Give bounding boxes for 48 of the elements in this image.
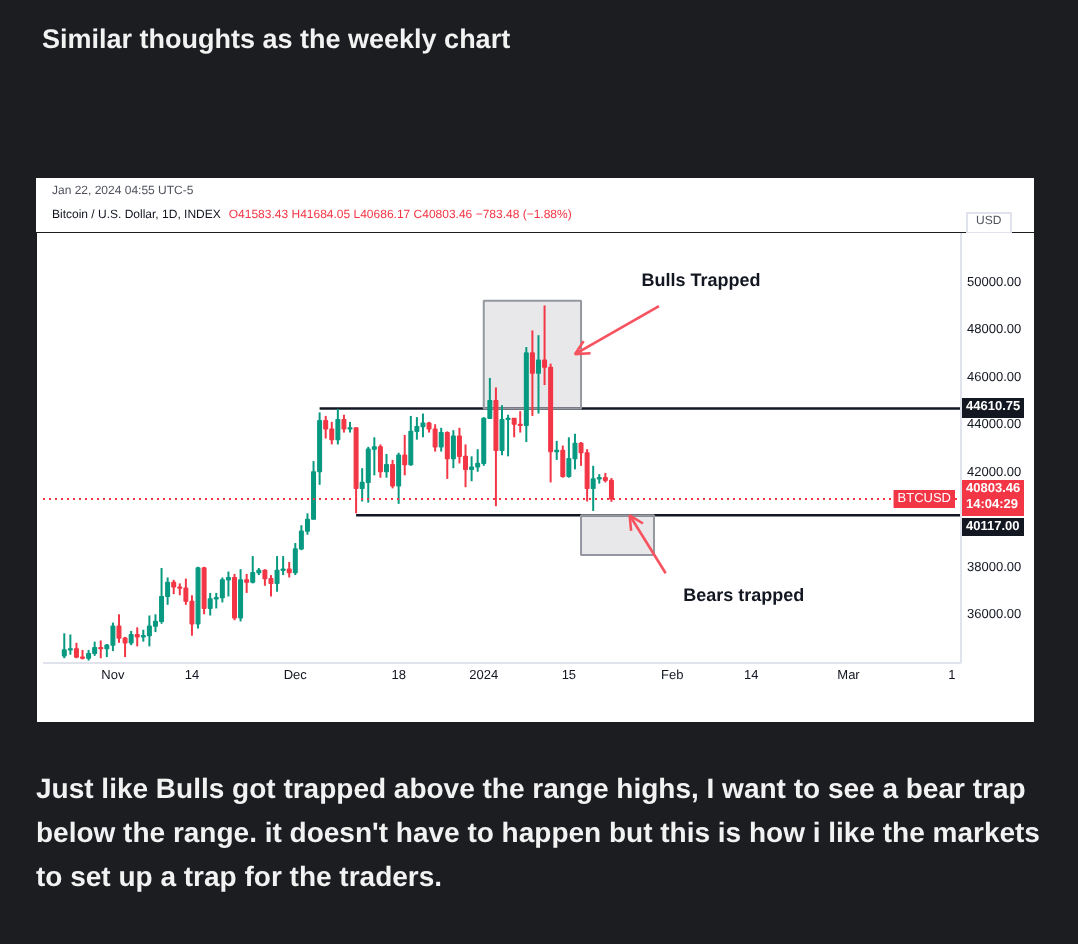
candlestick bbox=[390, 458, 396, 490]
candlestick bbox=[469, 455, 475, 483]
candlestick bbox=[61, 632, 67, 660]
candlestick bbox=[529, 329, 535, 417]
candlestick bbox=[134, 626, 140, 648]
candlestick bbox=[396, 451, 402, 505]
candlestick bbox=[554, 439, 560, 461]
candlestick bbox=[335, 407, 341, 446]
candlestick bbox=[511, 417, 517, 439]
candlestick bbox=[225, 570, 231, 598]
candlestick bbox=[572, 432, 578, 471]
candlestick bbox=[244, 572, 250, 594]
candlestick bbox=[566, 436, 572, 479]
candlestick bbox=[207, 591, 213, 617]
annotation: Bears trapped bbox=[683, 585, 805, 606]
candlestick bbox=[365, 445, 371, 504]
candlestick bbox=[323, 414, 329, 440]
candlestick bbox=[238, 568, 244, 623]
candlestick bbox=[232, 572, 237, 622]
candlestick bbox=[110, 621, 116, 653]
candlestick bbox=[438, 426, 444, 453]
candlestick bbox=[201, 565, 207, 616]
candlestick bbox=[377, 443, 383, 479]
candlestick bbox=[250, 555, 256, 585]
candlestick bbox=[450, 429, 456, 470]
candlestick bbox=[408, 414, 414, 467]
candlestick bbox=[420, 412, 426, 439]
candlestick bbox=[560, 444, 566, 479]
candlestick bbox=[505, 413, 511, 458]
text: Just like Bulls got trapped above the range highs, I want to see a bear trap below the range. it doesn't have to happen but this is how i like the markets to set up a trap for the traders. bbox=[36, 770, 1042, 896]
candlestick bbox=[268, 574, 274, 598]
candlestick bbox=[67, 633, 73, 656]
candlestick bbox=[274, 555, 280, 593]
candlestick bbox=[402, 433, 408, 477]
candlestick bbox=[535, 334, 541, 415]
candlestick bbox=[329, 420, 335, 446]
candlestick bbox=[384, 452, 389, 479]
candlestick bbox=[444, 430, 450, 480]
candlestick bbox=[499, 404, 505, 457]
candlestick bbox=[146, 614, 152, 648]
candlestick bbox=[517, 410, 523, 434]
candlestick bbox=[219, 576, 225, 604]
candlestick bbox=[432, 423, 438, 453]
candlestick bbox=[590, 464, 596, 512]
chart-title: Similar thoughts as the weekly chart bbox=[42, 22, 511, 58]
candlestick bbox=[116, 613, 122, 644]
annotation: Bulls Trapped bbox=[641, 270, 761, 291]
candlestick bbox=[159, 566, 165, 625]
